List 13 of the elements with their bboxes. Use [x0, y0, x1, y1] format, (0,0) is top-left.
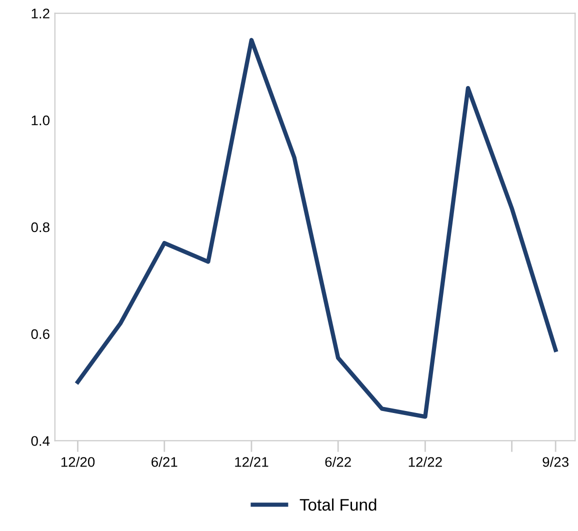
line-series: [76, 38, 558, 419]
y-tick-label: 1.0: [32, 115, 50, 126]
y-tick-label: 0.8: [31, 222, 50, 232]
y-tick-label: 0.4: [31, 436, 50, 446]
y-tick-label: 1.2: [32, 8, 50, 18]
legend-label: Total Fund: [300, 498, 376, 511]
x-tick-label: 9/23: [542, 456, 569, 467]
x-tick-label: 12/20: [61, 456, 95, 467]
x-tick-label: 6/21: [152, 456, 178, 467]
y-tick-label: 0.6: [31, 329, 50, 340]
x-tick-label: 6/22: [325, 456, 351, 467]
x-tick-label: 12/21: [235, 456, 268, 467]
x-tick-label: 12/22: [408, 456, 442, 467]
